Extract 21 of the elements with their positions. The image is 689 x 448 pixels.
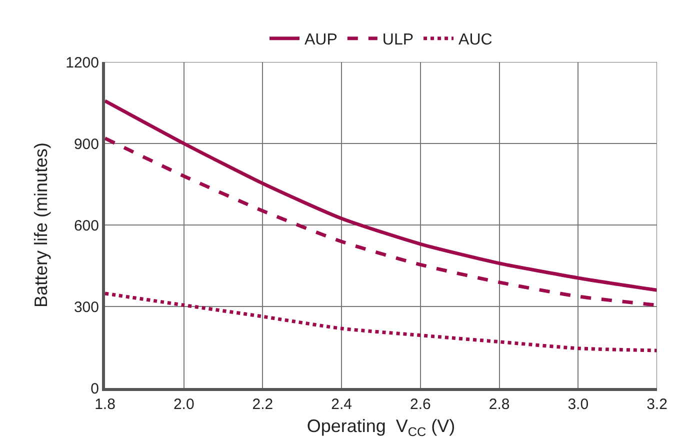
y-tick-label: 0 <box>90 380 99 398</box>
x-tick-label: 3.0 <box>568 396 589 413</box>
x-tick-label: 2.8 <box>488 396 510 413</box>
legend-label: AUP <box>304 32 338 49</box>
y-tick-label: 900 <box>74 136 99 153</box>
legend-label: AUC <box>458 32 492 49</box>
x-tick-label: 2.2 <box>252 396 274 413</box>
x-tick-label: 2.4 <box>331 396 352 413</box>
y-tick-label: 1200 <box>66 54 99 72</box>
legend-label: ULP <box>382 32 414 49</box>
y-tick-label: 600 <box>74 217 99 234</box>
x-axis-title: Operating V$_{CC}$ (V) <box>306 416 456 439</box>
y-axis-title: Battery life (minutes) <box>30 142 51 308</box>
line-series <box>105 99 657 292</box>
x-tick-label: 2.6 <box>410 396 431 413</box>
line-series <box>105 292 657 352</box>
line-series <box>105 136 657 307</box>
y-tick-label: 300 <box>74 298 99 316</box>
x-tick-label: 1.8 <box>94 396 116 413</box>
x-tick-label: 2.0 <box>173 396 194 413</box>
x-tick-label: 3.2 <box>646 396 668 413</box>
